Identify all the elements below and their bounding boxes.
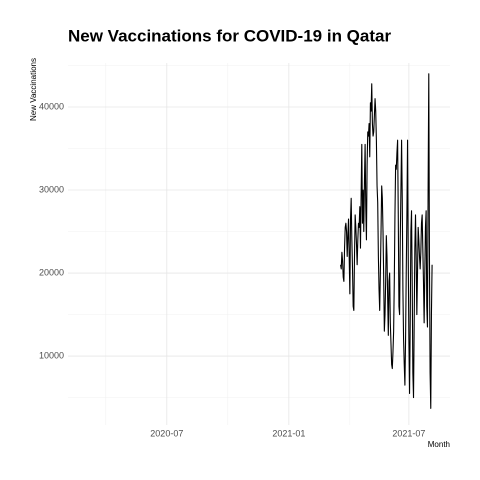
y-axis-title: New Vaccinations bbox=[29, 58, 38, 121]
y-tick-label: 10000 bbox=[39, 350, 64, 360]
y-tick-label: 30000 bbox=[39, 184, 64, 194]
x-tick-label: 2021-07 bbox=[392, 428, 425, 438]
y-tick-label: 40000 bbox=[39, 101, 64, 111]
x-tick-label: 2020-07 bbox=[150, 428, 183, 438]
y-tick-label: 20000 bbox=[39, 267, 64, 277]
line bbox=[340, 73, 433, 409]
chart-title: New Vaccinations for COVID-19 in Qatar bbox=[68, 26, 391, 45]
x-tick-label: 2021-01 bbox=[272, 428, 305, 438]
x-axis-title: Month bbox=[428, 440, 450, 449]
